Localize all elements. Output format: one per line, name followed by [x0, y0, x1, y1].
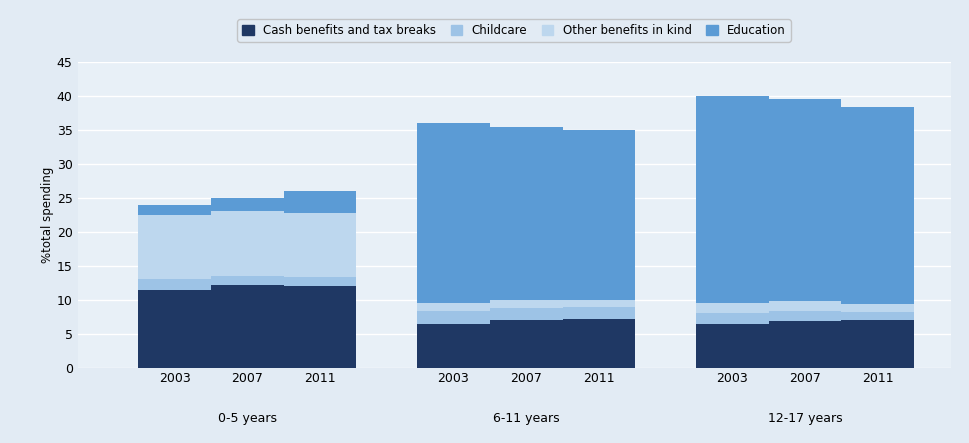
Bar — [283, 213, 356, 277]
Bar — [840, 304, 913, 312]
Bar — [417, 323, 489, 368]
Bar — [840, 107, 913, 304]
Bar — [138, 290, 210, 368]
Bar — [211, 285, 283, 368]
Bar — [767, 322, 840, 368]
Bar — [767, 99, 840, 301]
Bar — [840, 320, 913, 368]
Legend: Cash benefits and tax breaks, Childcare, Other benefits in kind, Education: Cash benefits and tax breaks, Childcare,… — [237, 19, 790, 42]
Bar — [211, 276, 283, 285]
Bar — [695, 323, 767, 368]
Text: 12-17 years: 12-17 years — [767, 412, 841, 425]
Y-axis label: %total spending: %total spending — [41, 167, 54, 263]
Bar — [489, 308, 562, 320]
Bar — [211, 198, 283, 211]
Bar — [767, 311, 840, 322]
Bar — [283, 191, 356, 213]
Bar — [283, 277, 356, 286]
Bar — [562, 130, 635, 300]
Text: 6-11 years: 6-11 years — [492, 412, 559, 425]
Bar — [138, 215, 210, 280]
Bar — [489, 320, 562, 368]
Bar — [767, 301, 840, 311]
Bar — [417, 311, 489, 323]
Bar — [562, 300, 635, 307]
Text: 0-5 years: 0-5 years — [218, 412, 276, 425]
Bar — [283, 286, 356, 368]
Bar — [417, 303, 489, 311]
Bar — [138, 205, 210, 215]
Bar — [695, 303, 767, 313]
Bar — [489, 127, 562, 300]
Bar — [840, 312, 913, 320]
Bar — [417, 123, 489, 303]
Bar — [211, 211, 283, 276]
Bar — [695, 313, 767, 323]
Bar — [562, 307, 635, 319]
Bar — [562, 319, 635, 368]
Bar — [489, 300, 562, 308]
Bar — [695, 96, 767, 303]
Bar — [138, 280, 210, 290]
